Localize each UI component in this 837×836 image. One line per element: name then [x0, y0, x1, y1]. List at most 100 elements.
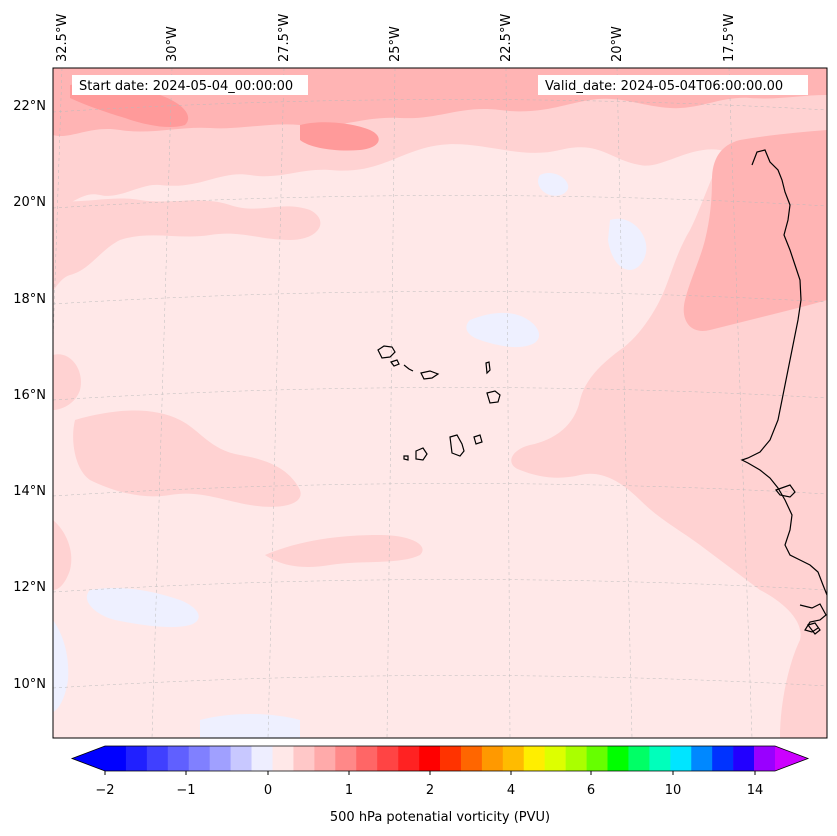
colorbar-swatch	[419, 746, 441, 771]
gridline-lat-12	[53, 579, 827, 593]
lon-label: 25°W	[388, 26, 403, 62]
latitude-labels: 22°N 20°N 18°N 16°N 14°N 12°N 10°N	[13, 99, 46, 692]
pv-contour-west-band	[53, 198, 321, 290]
lat-label: 22°N	[13, 99, 46, 114]
pv-contour-blue-east	[608, 218, 647, 270]
gridline-lon-20	[616, 68, 633, 738]
colorbar-tick-label: 0	[264, 783, 272, 798]
gridline-lat-16	[53, 387, 827, 401]
gridline-lon-17-5	[728, 68, 753, 738]
colorbar-ticks: −2 −1 0 1 2 4 6 10 14	[95, 771, 763, 798]
colorbar-swatch	[544, 746, 566, 771]
start-date-box	[72, 75, 308, 95]
colorbar-swatch	[377, 746, 399, 771]
colorbar-tick-label: 1	[345, 783, 353, 798]
pv-contour-blue-small	[538, 173, 569, 196]
gridline-lon-27-5	[267, 68, 285, 738]
gridline-lat-10	[53, 675, 827, 689]
island-boa-vista	[486, 390, 501, 404]
valid-date-box	[538, 75, 808, 95]
colorbar-swatch	[691, 746, 713, 771]
colorbar-tick-label: 10	[665, 783, 682, 798]
lat-label: 14°N	[13, 484, 46, 499]
africa-coastline	[740, 149, 827, 596]
pv-contour-east-lower	[800, 640, 827, 700]
pv-contour-north-deep-2	[300, 122, 379, 151]
colorbar-swatch	[146, 746, 169, 771]
island-santiago	[449, 434, 465, 457]
valid-date-label: Valid_date: 2024-05-04T06:00:00.00	[545, 79, 783, 94]
lon-label: 27.5°W	[277, 14, 292, 62]
colorbar-swatch	[628, 746, 650, 771]
guinea-coast	[799, 603, 827, 633]
colorbar-title: 500 hPa potenatial vorticity (PVU)	[330, 810, 550, 825]
colorbar-swatch	[460, 746, 483, 771]
colorbar-extend-high	[775, 746, 808, 771]
gridline-lat-14	[53, 483, 827, 497]
map-border	[52, 67, 828, 739]
colorbar-extend-low	[72, 746, 105, 771]
lon-label: 32.5°W	[55, 14, 70, 62]
colorbar-swatch	[125, 746, 148, 771]
colorbar-tick-label: −1	[176, 783, 195, 798]
colorbar-swatch	[607, 746, 629, 771]
colorbar-tick-label: 14	[747, 783, 764, 798]
pv-contour-blue-center	[466, 312, 540, 348]
lat-label: 12°N	[13, 580, 46, 595]
lon-label: 20°W	[610, 26, 625, 62]
island-santo-antao	[377, 345, 396, 359]
colorbar-swatch	[586, 746, 608, 771]
lon-label: 22.5°W	[499, 14, 514, 62]
colorbar-swatch	[251, 746, 273, 771]
pv-contour-east-mid	[683, 130, 827, 331]
lat-label: 10°N	[13, 677, 46, 692]
gridline-lon-30	[151, 68, 173, 738]
colorbar-tick-label: 6	[587, 783, 595, 798]
island-brava	[403, 455, 409, 461]
pv-contour-blue-south	[200, 714, 300, 738]
gridline-lat-18	[53, 291, 827, 305]
colorbar-swatch	[209, 746, 231, 771]
pv-contour-blue-west	[53, 620, 69, 712]
colorbar-swatch	[565, 746, 587, 771]
longitude-labels: 32.5°W 30°W 27.5°W 25°W 22.5°W 20°W 17.5°W	[55, 14, 737, 62]
colorbar-swatch	[481, 746, 504, 771]
colorbar-swatch	[272, 746, 294, 771]
colorbar	[70, 745, 810, 772]
colorbar-swatch	[188, 746, 210, 771]
colorbar-swatch	[502, 746, 525, 771]
colorbar-swatch	[356, 746, 378, 771]
gridline-lat-20	[53, 195, 827, 209]
start-date-label: Start date: 2024-05-04_00:00:00	[79, 79, 293, 94]
island-santa-luzia	[403, 364, 414, 372]
colorbar-tick-label: 4	[507, 783, 515, 798]
pv-contour-west-edge	[53, 520, 72, 590]
pv-contour-west-mid	[53, 354, 81, 410]
colorbar-swatch	[649, 746, 671, 771]
colorbar-tick-label: −2	[95, 783, 114, 798]
lat-label: 16°N	[13, 388, 46, 403]
colorbar-swatch	[440, 746, 462, 771]
lon-label: 17.5°W	[722, 14, 737, 62]
pv-field	[53, 68, 827, 738]
pv-contour-blue-southwest	[86, 588, 199, 628]
colorbar-swatch	[314, 746, 336, 771]
island-sal	[485, 361, 491, 375]
colorbar-swatch	[293, 746, 315, 771]
gridlines	[53, 68, 827, 738]
gambia-coast	[775, 484, 796, 498]
island-sao-nicolau	[420, 370, 440, 380]
gridline-lat-22	[53, 99, 827, 113]
island-maio	[473, 434, 483, 445]
island-bijagos	[806, 622, 821, 635]
colorbar-swatch	[733, 746, 755, 771]
colorbar-swatch	[105, 746, 127, 771]
lon-label: 30°W	[165, 26, 180, 62]
colorbar-swatch	[167, 746, 190, 771]
cape-verde-islands	[377, 345, 501, 461]
colorbar-swatch	[335, 746, 357, 771]
colorbar-swatch	[523, 746, 545, 771]
lat-label: 20°N	[13, 195, 46, 210]
colorbar-swatch	[670, 746, 692, 771]
